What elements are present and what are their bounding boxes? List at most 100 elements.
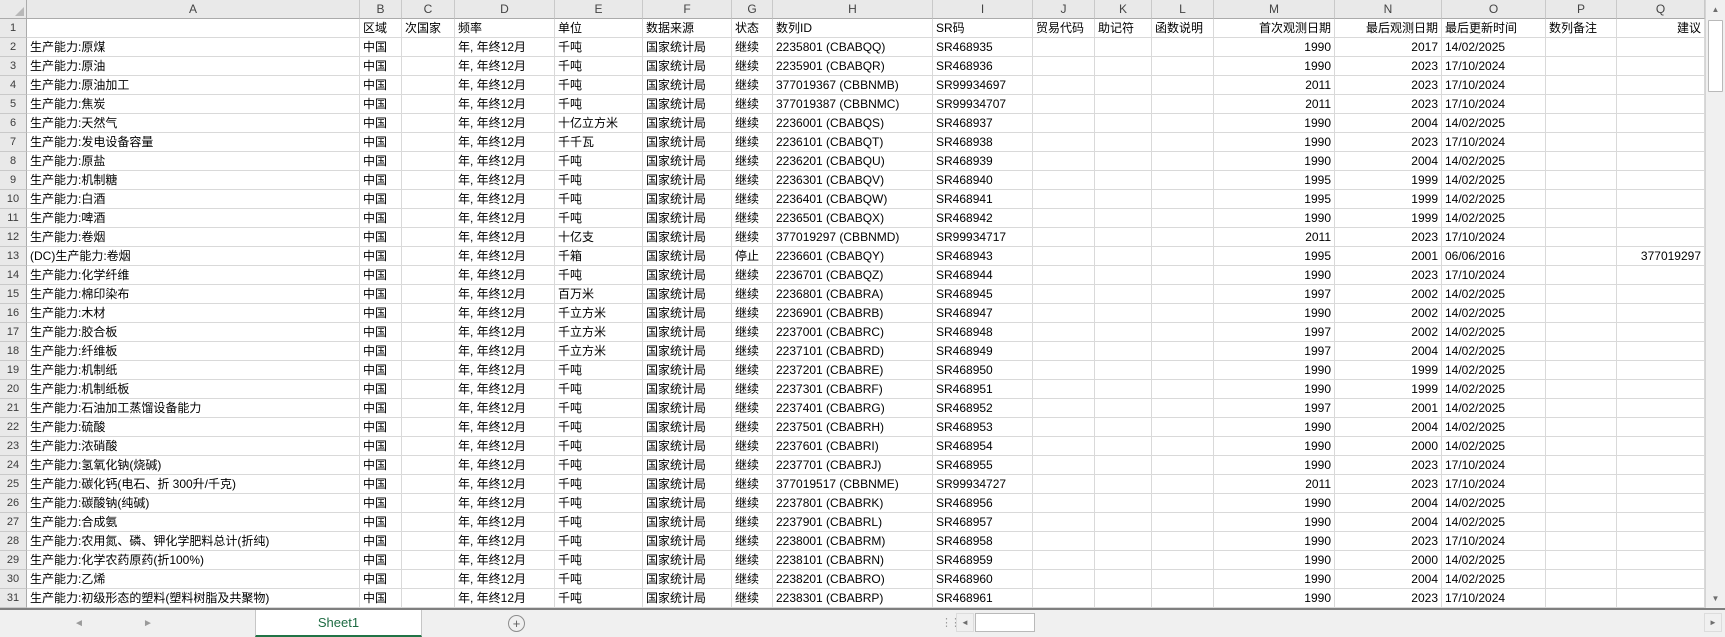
- cell-N2[interactable]: 2017: [1335, 38, 1442, 57]
- cell-Q27[interactable]: [1617, 513, 1705, 532]
- cell-D27[interactable]: 年, 年终12月: [455, 513, 555, 532]
- cell-Q16[interactable]: [1617, 304, 1705, 323]
- cell-K4[interactable]: [1095, 76, 1152, 95]
- cell-F7[interactable]: 国家统计局: [643, 133, 732, 152]
- cell-A18[interactable]: 生产能力:纤维板: [27, 342, 360, 361]
- cell-O24[interactable]: 17/10/2024: [1442, 456, 1546, 475]
- cell-J3[interactable]: [1033, 57, 1095, 76]
- cell-B24[interactable]: 中国: [360, 456, 402, 475]
- cell-K23[interactable]: [1095, 437, 1152, 456]
- cell-M25[interactable]: 2011: [1214, 475, 1335, 494]
- column-header-N[interactable]: N: [1335, 0, 1442, 19]
- cell-P8[interactable]: [1546, 152, 1617, 171]
- cell-G11[interactable]: 继续: [732, 209, 773, 228]
- cell-L7[interactable]: [1152, 133, 1214, 152]
- cell-G6[interactable]: 继续: [732, 114, 773, 133]
- cell-D23[interactable]: 年, 年终12月: [455, 437, 555, 456]
- cell-J29[interactable]: [1033, 551, 1095, 570]
- row-header-18[interactable]: 18: [0, 342, 27, 361]
- cell-P31[interactable]: [1546, 589, 1617, 608]
- cell-H24[interactable]: 2237701 (CBABRJ): [773, 456, 933, 475]
- cell-N16[interactable]: 2002: [1335, 304, 1442, 323]
- cell-B21[interactable]: 中国: [360, 399, 402, 418]
- cell-M11[interactable]: 1990: [1214, 209, 1335, 228]
- column-header-K[interactable]: K: [1095, 0, 1152, 19]
- cell-B4[interactable]: 中国: [360, 76, 402, 95]
- cell-L24[interactable]: [1152, 456, 1214, 475]
- cell-D7[interactable]: 年, 年终12月: [455, 133, 555, 152]
- cell-G19[interactable]: 继续: [732, 361, 773, 380]
- cell-L29[interactable]: [1152, 551, 1214, 570]
- cell-O18[interactable]: 14/02/2025: [1442, 342, 1546, 361]
- cell-J27[interactable]: [1033, 513, 1095, 532]
- cell-P4[interactable]: [1546, 76, 1617, 95]
- horizontal-scroll-track[interactable]: [1036, 613, 1704, 632]
- cell-O19[interactable]: 14/02/2025: [1442, 361, 1546, 380]
- cell-O20[interactable]: 14/02/2025: [1442, 380, 1546, 399]
- cell-F20[interactable]: 国家统计局: [643, 380, 732, 399]
- cell-L4[interactable]: [1152, 76, 1214, 95]
- cell-H19[interactable]: 2237201 (CBABRE): [773, 361, 933, 380]
- cell-O28[interactable]: 17/10/2024: [1442, 532, 1546, 551]
- cell-J26[interactable]: [1033, 494, 1095, 513]
- vertical-scrollbar[interactable]: ▲ ▼: [1705, 0, 1725, 608]
- cell-I25[interactable]: SR99934727: [933, 475, 1033, 494]
- cell-J12[interactable]: [1033, 228, 1095, 247]
- cell-D2[interactable]: 年, 年终12月: [455, 38, 555, 57]
- cell-Q6[interactable]: [1617, 114, 1705, 133]
- row-header-24[interactable]: 24: [0, 456, 27, 475]
- cell-E22[interactable]: 千吨: [555, 418, 643, 437]
- cell-H16[interactable]: 2236901 (CBABRB): [773, 304, 933, 323]
- cell-A28[interactable]: 生产能力:农用氮、磷、钾化学肥料总计(折纯): [27, 532, 360, 551]
- cell-Q11[interactable]: [1617, 209, 1705, 228]
- cell-Q13[interactable]: 377019297: [1617, 247, 1705, 266]
- column-header-I[interactable]: I: [933, 0, 1033, 19]
- cell-P13[interactable]: [1546, 247, 1617, 266]
- cell-I16[interactable]: SR468947: [933, 304, 1033, 323]
- cell-P3[interactable]: [1546, 57, 1617, 76]
- cell-A23[interactable]: 生产能力:浓硝酸: [27, 437, 360, 456]
- cell-B5[interactable]: 中国: [360, 95, 402, 114]
- row-header-30[interactable]: 30: [0, 570, 27, 589]
- cell-M5[interactable]: 2011: [1214, 95, 1335, 114]
- cell-L1[interactable]: 函数说明: [1152, 19, 1214, 38]
- cell-P21[interactable]: [1546, 399, 1617, 418]
- cell-G25[interactable]: 继续: [732, 475, 773, 494]
- row-header-5[interactable]: 5: [0, 95, 27, 114]
- cell-E28[interactable]: 千吨: [555, 532, 643, 551]
- cell-O25[interactable]: 17/10/2024: [1442, 475, 1546, 494]
- cell-M24[interactable]: 1990: [1214, 456, 1335, 475]
- row-header-16[interactable]: 16: [0, 304, 27, 323]
- cell-J9[interactable]: [1033, 171, 1095, 190]
- cell-Q20[interactable]: [1617, 380, 1705, 399]
- cell-Q10[interactable]: [1617, 190, 1705, 209]
- cell-A30[interactable]: 生产能力:乙烯: [27, 570, 360, 589]
- cell-M23[interactable]: 1990: [1214, 437, 1335, 456]
- cell-F15[interactable]: 国家统计局: [643, 285, 732, 304]
- cell-I24[interactable]: SR468955: [933, 456, 1033, 475]
- cell-M18[interactable]: 1997: [1214, 342, 1335, 361]
- cell-K14[interactable]: [1095, 266, 1152, 285]
- cell-E20[interactable]: 千吨: [555, 380, 643, 399]
- cell-P17[interactable]: [1546, 323, 1617, 342]
- cell-A22[interactable]: 生产能力:硫酸: [27, 418, 360, 437]
- cell-N1[interactable]: 最后观测日期: [1335, 19, 1442, 38]
- cell-G7[interactable]: 继续: [732, 133, 773, 152]
- vertical-scroll-track[interactable]: [1706, 93, 1725, 589]
- cell-A29[interactable]: 生产能力:化学农药原药(折100%): [27, 551, 360, 570]
- cell-O14[interactable]: 17/10/2024: [1442, 266, 1546, 285]
- cell-I31[interactable]: SR468961: [933, 589, 1033, 608]
- cell-P28[interactable]: [1546, 532, 1617, 551]
- cell-L2[interactable]: [1152, 38, 1214, 57]
- cell-H27[interactable]: 2237901 (CBABRL): [773, 513, 933, 532]
- cell-P9[interactable]: [1546, 171, 1617, 190]
- row-header-21[interactable]: 21: [0, 399, 27, 418]
- scroll-up-button[interactable]: ▲: [1706, 0, 1725, 19]
- cell-J4[interactable]: [1033, 76, 1095, 95]
- cell-G5[interactable]: 继续: [732, 95, 773, 114]
- cell-I28[interactable]: SR468958: [933, 532, 1033, 551]
- column-header-F[interactable]: F: [643, 0, 732, 19]
- cell-A13[interactable]: (DC)生产能力:卷烟: [27, 247, 360, 266]
- row-header-9[interactable]: 9: [0, 171, 27, 190]
- cell-F18[interactable]: 国家统计局: [643, 342, 732, 361]
